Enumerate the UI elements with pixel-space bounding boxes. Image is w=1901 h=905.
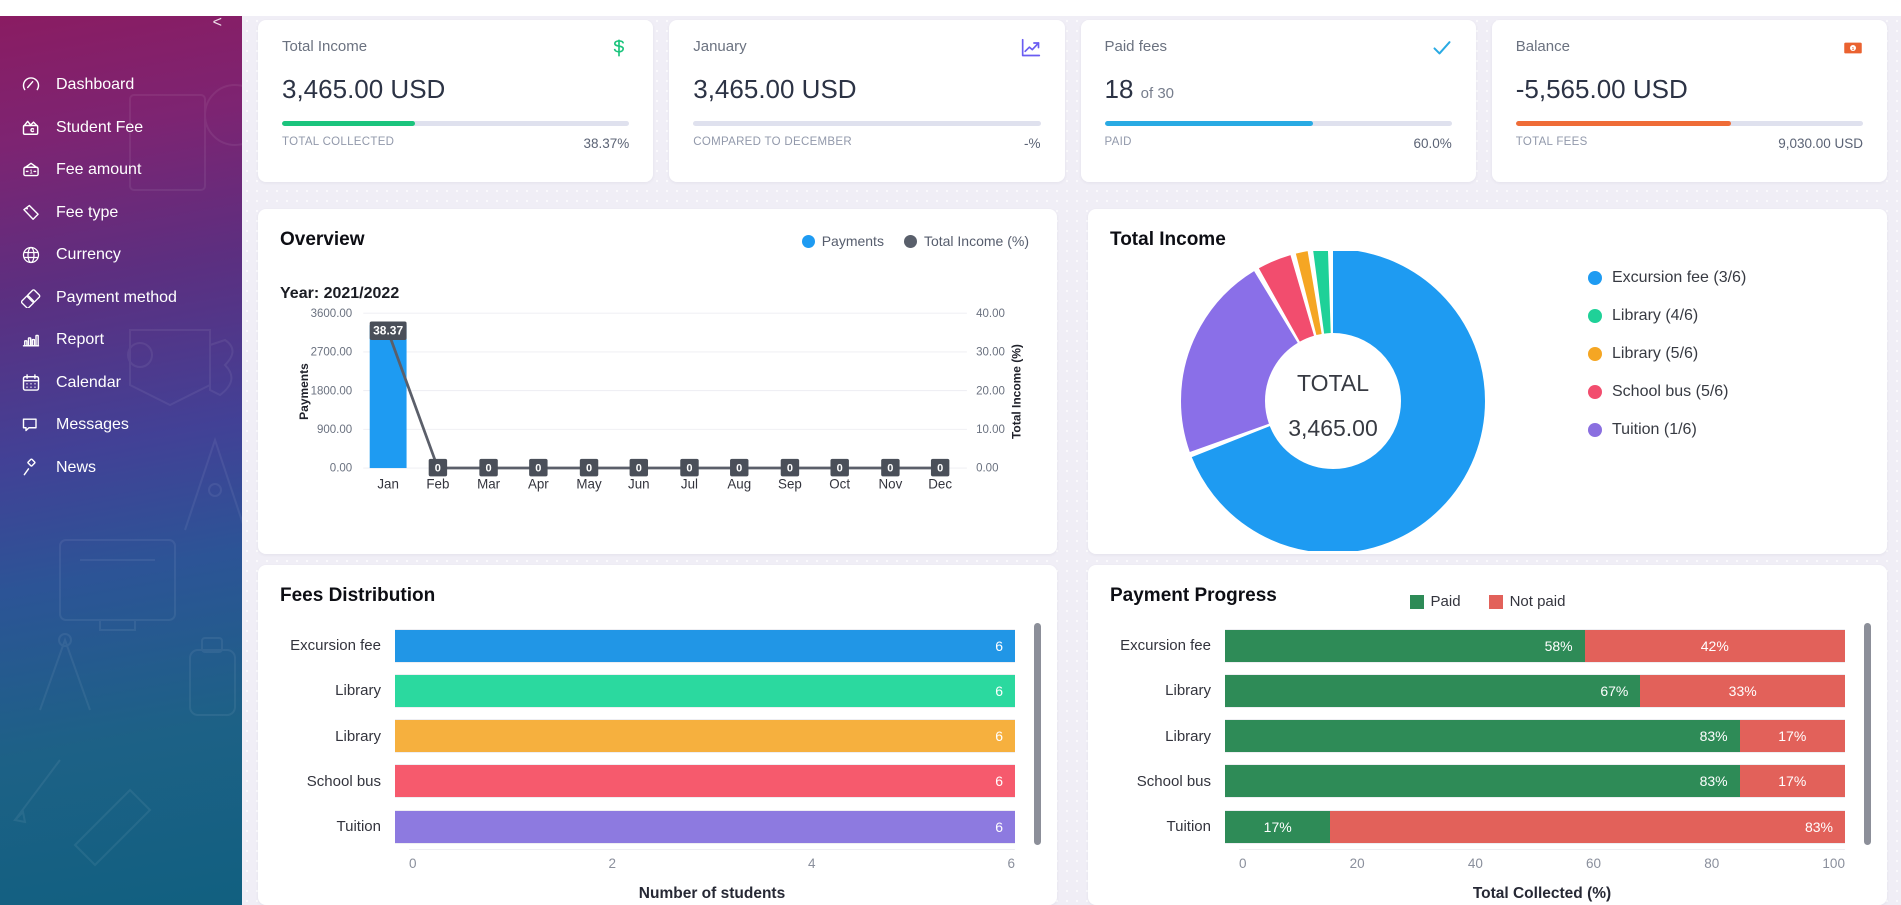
svg-text:Feb: Feb [426,476,449,491]
svg-text:Total Income (%): Total Income (%) [1009,344,1023,439]
svg-text:1800.00: 1800.00 [311,385,353,397]
svg-text:0: 0 [535,462,541,474]
svg-text:Mar: Mar [477,476,501,491]
svg-text:30.00: 30.00 [976,347,1005,359]
svg-text:0: 0 [787,462,793,474]
svg-text:Jan: Jan [377,476,399,491]
svg-text:May: May [576,476,602,491]
svg-text:0: 0 [937,462,943,474]
svg-text:0: 0 [736,462,742,474]
svg-text:38.37: 38.37 [373,323,403,337]
svg-text:0: 0 [486,462,492,474]
svg-text:10.00: 10.00 [976,424,1005,436]
svg-text:0: 0 [686,462,692,474]
svg-text:2700.00: 2700.00 [311,347,353,359]
svg-text:Payments: Payments [297,363,311,420]
svg-text:20.00: 20.00 [976,385,1005,397]
svg-text:3600.00: 3600.00 [311,308,353,320]
svg-text:3,465.00: 3,465.00 [1288,415,1378,441]
svg-text:0: 0 [586,462,592,474]
svg-text:0: 0 [636,462,642,474]
svg-text:TOTAL: TOTAL [1297,370,1369,396]
svg-text:0: 0 [837,462,843,474]
svg-text:Sep: Sep [778,476,802,491]
svg-text:Oct: Oct [829,476,850,491]
svg-text:Apr: Apr [528,476,549,491]
svg-text:0: 0 [887,462,893,474]
svg-text:40.00: 40.00 [976,308,1005,320]
svg-text:900.00: 900.00 [317,424,352,436]
svg-text:0.00: 0.00 [976,463,998,475]
svg-text:Jul: Jul [681,476,698,491]
svg-text:Jun: Jun [628,476,650,491]
svg-text:Aug: Aug [727,476,751,491]
svg-text:Dec: Dec [928,476,952,491]
svg-text:1: 1 [30,170,33,176]
svg-text:Nov: Nov [879,476,903,491]
svg-text:0.00: 0.00 [330,463,352,475]
svg-text:0: 0 [435,462,441,474]
